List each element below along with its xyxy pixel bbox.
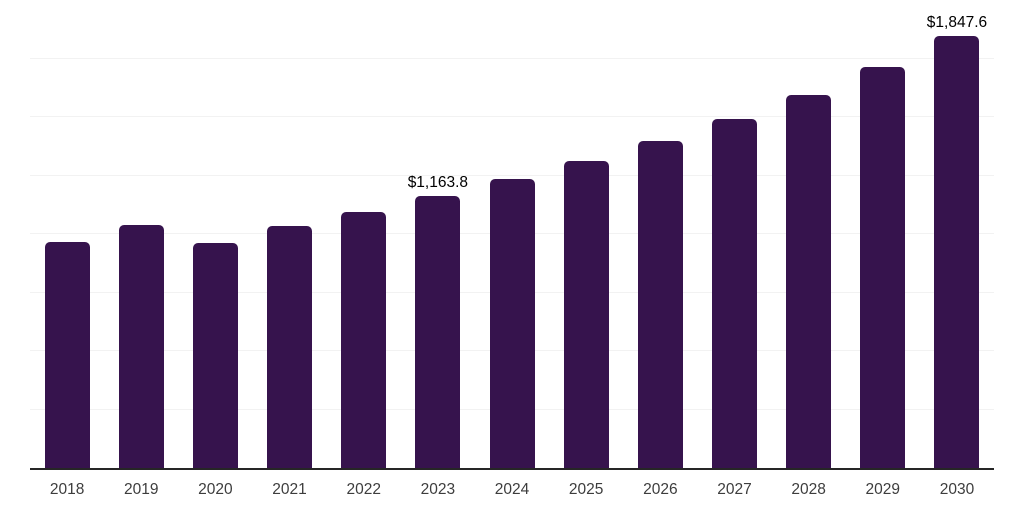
bar-slot-2023: $1,163.8 (401, 0, 475, 468)
bar-2021 (267, 225, 313, 468)
x-axis-label-2024: 2024 (494, 481, 530, 498)
bar-slot-2026 (623, 0, 697, 468)
x-axis-label-2028: 2028 (791, 481, 826, 498)
bar-slot-2021 (252, 0, 326, 468)
bar-slot-2019 (104, 0, 178, 468)
bar-slot-2024 (475, 0, 549, 468)
bar-2027 (711, 119, 757, 468)
gridline-1750 (30, 57, 994, 59)
bar-slot-2018 (30, 0, 104, 468)
bar-slot-2030: $1,847.6 (920, 0, 994, 468)
bar-2025 (563, 160, 609, 468)
bar-slot-2028 (772, 0, 846, 468)
bar-2024 (489, 179, 535, 468)
bar-2030: $1,847.6 (927, 14, 987, 468)
x-axis-label-2025: 2025 (568, 481, 604, 498)
bar-2023: $1,163.8 (408, 174, 468, 468)
bar-2022 (341, 211, 387, 468)
x-axis-label-2019: 2019 (123, 481, 159, 498)
x-axis-label-2018: 2018 (49, 481, 85, 498)
gridline-1250 (30, 174, 994, 176)
x-axis-label-2023: 2023 (420, 481, 456, 498)
bar-2019 (118, 224, 164, 468)
x-axis-label-2020: 2020 (198, 481, 233, 498)
plot-area: $1,163.8 $1,847.6 (30, 0, 994, 470)
x-axis: 2018 2019 2020 2021 2022 2023 2024 2025 2026 2027… (30, 481, 994, 499)
bar-slot-2022 (327, 0, 401, 468)
x-axis-label-2027: 2027 (717, 481, 752, 498)
gridline-1500 (30, 116, 994, 117)
x-axis-label-2030: 2030 (939, 481, 975, 498)
bar-slot-2029 (846, 0, 920, 468)
bar-slot-2027 (697, 0, 771, 468)
bar-2018 (44, 242, 90, 468)
x-axis-label-2029: 2029 (865, 481, 901, 498)
x-axis-label-2022: 2022 (346, 481, 381, 498)
bar-2029 (860, 66, 906, 468)
x-axis-label-2026: 2026 (643, 481, 678, 498)
bar-slot-2025 (549, 0, 623, 468)
x-axis-label-2021: 2021 (272, 481, 307, 498)
bar-value-label-2023: $1,163.8 (407, 173, 469, 191)
bar-2020 (192, 243, 238, 468)
bar-value-label-2030: $1,847.6 (926, 13, 988, 31)
bar-2028 (786, 95, 832, 468)
bar-slot-2020 (178, 0, 252, 468)
bar-2026 (637, 141, 683, 468)
